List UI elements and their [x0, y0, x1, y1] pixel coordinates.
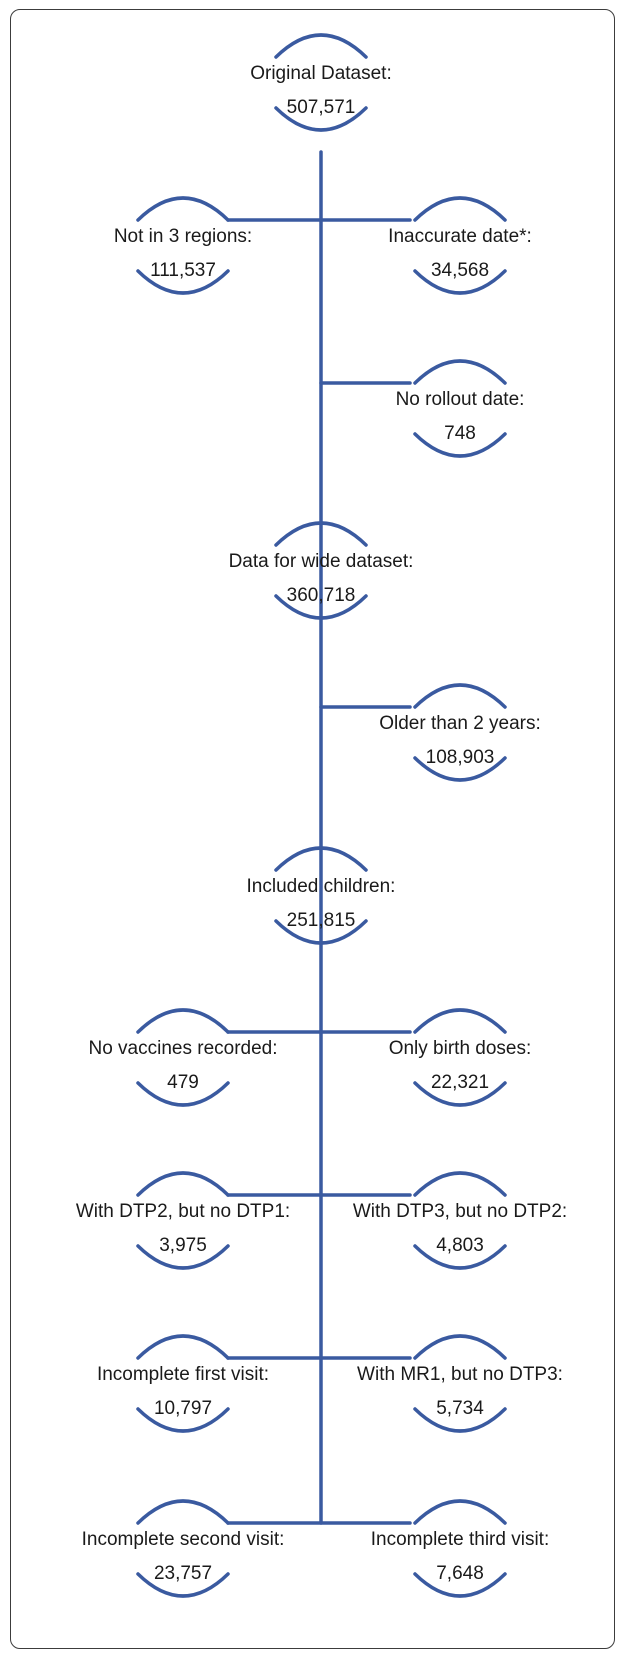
- node-label: Incomplete second visit:: [82, 1529, 285, 1550]
- node-top-arc: [136, 1008, 230, 1034]
- node-label: With DTP2, but no DTP1:: [76, 1201, 290, 1222]
- node-bottom-arc: [413, 1081, 507, 1107]
- figure-frame: [10, 9, 615, 1649]
- node-bottom-arc: [413, 1244, 507, 1270]
- node-label: Not in 3 regions:: [114, 226, 252, 247]
- node-top-arc: [413, 683, 507, 709]
- node-wide-dataset: Data for wide dataset: 360,718: [229, 521, 414, 620]
- node-not-in-3-regions: Not in 3 regions: 111,537: [114, 196, 252, 295]
- node-top-arc: [274, 846, 368, 872]
- node-bottom-arc: [274, 919, 368, 945]
- node-included-children: Included children: 251,815: [247, 846, 396, 945]
- node-dtp3-no-dtp2: With DTP3, but no DTP2: 4,803: [353, 1171, 567, 1270]
- node-top-arc: [274, 33, 368, 59]
- node-label: Incomplete third visit:: [371, 1529, 549, 1550]
- node-value: 23,757: [154, 1563, 212, 1584]
- node-top-arc: [136, 1499, 230, 1525]
- node-top-arc: [413, 1008, 507, 1034]
- node-top-arc: [274, 521, 368, 547]
- node-value: 111,537: [150, 260, 216, 281]
- node-label: Original Dataset:: [250, 63, 392, 84]
- node-value: 5,734: [436, 1398, 484, 1419]
- node-value: 34,568: [431, 260, 489, 281]
- node-label: Data for wide dataset:: [229, 551, 414, 572]
- node-inaccurate-date: Inaccurate date*: 34,568: [388, 196, 532, 295]
- node-bottom-arc: [136, 1407, 230, 1433]
- node-dtp2-no-dtp1: With DTP2, but no DTP1: 3,975: [76, 1171, 290, 1270]
- node-top-arc: [413, 359, 507, 385]
- node-bottom-arc: [136, 269, 230, 295]
- node-top-arc: [136, 1334, 230, 1360]
- node-bottom-arc: [274, 106, 368, 132]
- nodes: Original Dataset: 507,571 Not in 3 regions…: [76, 33, 567, 1598]
- node-value: 251,815: [287, 910, 356, 931]
- node-incomplete-first: Incomplete first visit: 10,797: [97, 1334, 269, 1433]
- node-bottom-arc: [413, 756, 507, 782]
- node-top-arc: [136, 1171, 230, 1197]
- node-top-arc: [413, 1334, 507, 1360]
- node-bottom-arc: [136, 1572, 230, 1598]
- node-value: 3,975: [159, 1235, 207, 1256]
- node-top-arc: [413, 1171, 507, 1197]
- node-label: Inaccurate date*:: [388, 226, 532, 247]
- node-label: No vaccines recorded:: [88, 1038, 277, 1059]
- node-value: 748: [444, 423, 476, 444]
- node-value: 7,648: [436, 1563, 484, 1584]
- node-label: With DTP3, but no DTP2:: [353, 1201, 567, 1222]
- node-bottom-arc: [413, 269, 507, 295]
- node-label: Incomplete first visit:: [97, 1364, 269, 1385]
- node-bottom-arc: [413, 1572, 507, 1598]
- node-value: 10,797: [154, 1398, 212, 1419]
- node-bottom-arc: [413, 1407, 507, 1433]
- node-no-vaccines: No vaccines recorded: 479: [88, 1008, 278, 1107]
- node-top-arc: [136, 196, 230, 222]
- node-only-birth-doses: Only birth doses: 22,321: [389, 1008, 532, 1107]
- node-older-than-2: Older than 2 years: 108,903: [379, 683, 541, 782]
- node-value: 360,718: [287, 585, 356, 606]
- connectors: [226, 150, 412, 1525]
- node-label: Only birth doses:: [389, 1038, 532, 1059]
- node-label: With MR1, but no DTP3:: [357, 1364, 563, 1385]
- node-no-rollout-date: No rollout date: 748: [396, 359, 525, 458]
- node-value: 479: [167, 1072, 199, 1093]
- node-top-arc: [413, 196, 507, 222]
- node-top-arc: [413, 1499, 507, 1525]
- node-incomplete-third: Incomplete third visit: 7,648: [371, 1499, 549, 1598]
- node-incomplete-second: Incomplete second visit: 23,757: [82, 1499, 285, 1598]
- node-bottom-arc: [136, 1244, 230, 1270]
- node-value: 108,903: [426, 747, 495, 768]
- node-label: No rollout date:: [396, 389, 525, 410]
- node-bottom-arc: [413, 432, 507, 458]
- node-original: Original Dataset: 507,571: [250, 33, 392, 132]
- node-value: 507,571: [287, 97, 356, 118]
- node-mr1-no-dtp3: With MR1, but no DTP3: 5,734: [357, 1334, 563, 1433]
- node-label: Older than 2 years:: [379, 713, 541, 734]
- node-value: 22,321: [431, 1072, 489, 1093]
- node-bottom-arc: [136, 1081, 230, 1107]
- node-label: Included children:: [247, 876, 396, 897]
- node-value: 4,803: [436, 1235, 484, 1256]
- node-bottom-arc: [274, 594, 368, 620]
